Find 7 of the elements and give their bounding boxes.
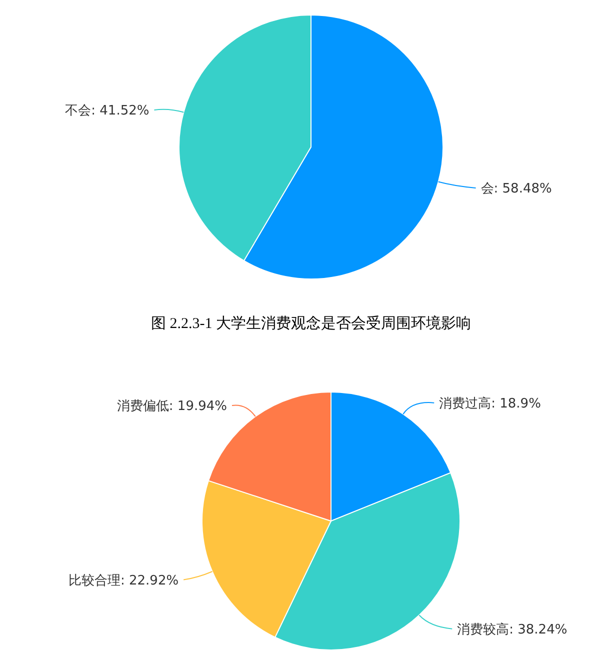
slice-label: 消费偏低: 19.94% bbox=[116, 399, 227, 414]
slice-label: 消费过高: 18.9% bbox=[439, 395, 541, 412]
text: 图 2.2.3-1 大学生消费观念是否会受周围环境影响 bbox=[151, 315, 471, 332]
slice-label: 消费较高: 38.24% bbox=[457, 621, 568, 638]
slice-label: 比较合理: 22.92% bbox=[68, 573, 179, 588]
slice-label: 不会: 41.52% bbox=[65, 104, 150, 119]
slice-label: 会: 58.48% bbox=[480, 182, 552, 197]
